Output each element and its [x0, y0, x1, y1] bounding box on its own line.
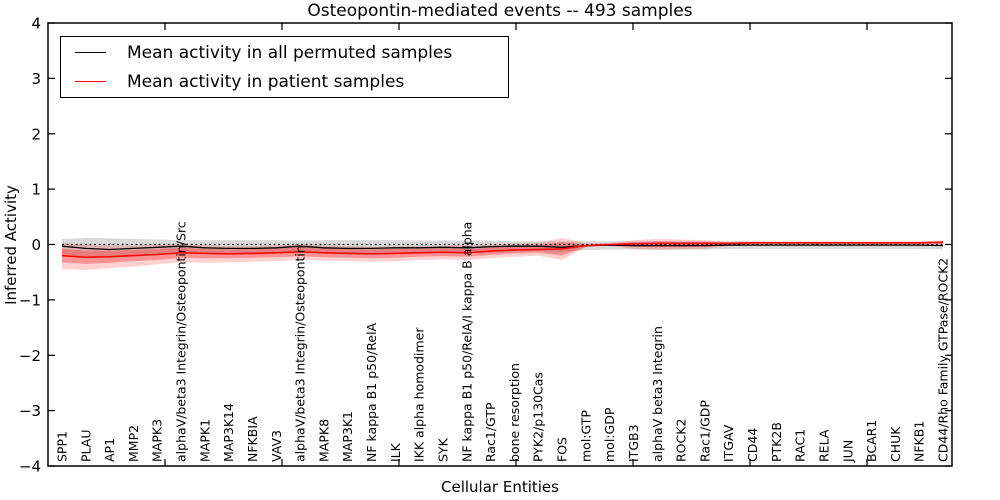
- x-tick-label: NF kappa B1 p50/RelA: [364, 322, 379, 462]
- x-tick-label: IKK alpha homodimer: [412, 327, 427, 462]
- x-tick-label: MAPK8: [316, 419, 331, 462]
- x-tick-label: bone resorption: [507, 363, 522, 462]
- y-tick-label: 0: [31, 236, 41, 254]
- x-tick-label: ITGAV: [721, 424, 736, 462]
- x-tick-label: RELA: [816, 429, 831, 462]
- x-tick-label: PLAU: [78, 430, 93, 463]
- x-tick-label: VAV3: [269, 430, 284, 462]
- x-tick-label: FOS: [555, 437, 570, 462]
- x-tick-label: MAP3K14: [221, 403, 236, 462]
- x-tick-label: PYK2/p130Cas: [531, 372, 546, 462]
- line-mean-activity-in-all-permuted-samples: [61, 244, 944, 251]
- band-patient-sample-range-inner: [62, 241, 943, 264]
- x-tick-label: SPP1: [55, 431, 70, 462]
- axis-ticks: [48, 22, 952, 467]
- x-tick-label: MMP2: [126, 425, 141, 462]
- x-tick-label: alphaV/beta3 Integrin/Osteopontin: [293, 245, 308, 462]
- x-tick-label: CHUK: [888, 426, 903, 462]
- x-tick-label: MAPK1: [197, 419, 212, 462]
- x-tick-label: AP1: [102, 438, 117, 462]
- x-tick-label: NFKBIA: [245, 416, 260, 462]
- series-lines: [61, 241, 944, 258]
- x-tick-label: NFKB1: [912, 421, 927, 462]
- x-tick-label: JUN: [840, 440, 855, 463]
- line-mean-activity-in-patient-samples: [61, 241, 944, 258]
- y-tick-label: 4: [31, 15, 41, 33]
- y-tick-label: −4: [19, 458, 41, 476]
- x-axis-label: Cellular Entities: [441, 478, 559, 496]
- x-tick-label: PTK2B: [769, 422, 784, 462]
- x-tick-label: CD44/Rho Family GTPase/ROCK2: [936, 258, 951, 462]
- x-tick-labels: SPP1 PLAU AP1 MMP2 MAPK3 alphaV/beta3 Integri…: [55, 221, 951, 463]
- x-tick-label: ITGB3: [626, 424, 641, 462]
- x-tick-label: BCAR1: [864, 420, 879, 462]
- x-tick-label: ROCK2: [674, 419, 689, 462]
- y-tick-label: −3: [19, 402, 41, 420]
- red-line-swatch: [75, 81, 106, 82]
- band-patient-sample-range-outer: [62, 237, 943, 270]
- x-tick-label: mol:GDP: [602, 407, 617, 462]
- legend-entry-permuted: Mean activity in all permuted samples: [61, 38, 508, 67]
- x-tick-label: CD44: [745, 428, 760, 462]
- x-tick-label: MAPK3: [150, 419, 165, 462]
- x-tick-label: SYK: [436, 437, 451, 462]
- y-tick-label: 3: [31, 70, 41, 88]
- y-tick-label: 2: [31, 125, 41, 143]
- x-tick-label: mol:GTP: [578, 410, 593, 462]
- y-tick-label: −1: [19, 291, 41, 309]
- y-tick-label: 1: [31, 181, 41, 199]
- x-tick-label: alphaV beta3 Integrin: [650, 326, 665, 462]
- legend: Mean activity in all permuted samples Me…: [60, 36, 509, 98]
- legend-label: Mean activity in all permuted samples: [127, 42, 453, 63]
- x-tick-label: alphaV/beta3 Integrin/Osteopontin/Src: [174, 221, 189, 462]
- chart-title: Osteopontin-mediated events -- 493 sampl…: [307, 1, 693, 21]
- y-tick-labels: −4 −3 −2 −1 0 1 2 3 4: [19, 15, 41, 476]
- legend-label: Mean activity in patient samples: [127, 71, 405, 92]
- y-tick-label: −2: [19, 347, 41, 365]
- y-axis-label: Inferred Activity: [2, 185, 20, 305]
- x-tick-label: RAC1: [793, 429, 808, 462]
- legend-entry-patient: Mean activity in patient samples: [61, 67, 508, 96]
- black-line-swatch: [75, 52, 106, 53]
- x-tick-label: Rac1/GDP: [697, 400, 712, 462]
- x-tick-label: MAP3K1: [340, 411, 355, 462]
- x-tick-label: ILK: [388, 442, 403, 462]
- x-tick-label: NF kappa B1 p50/RelA/I kappa B alpha: [459, 222, 474, 462]
- x-tick-label: Rac1/GTP: [483, 402, 498, 462]
